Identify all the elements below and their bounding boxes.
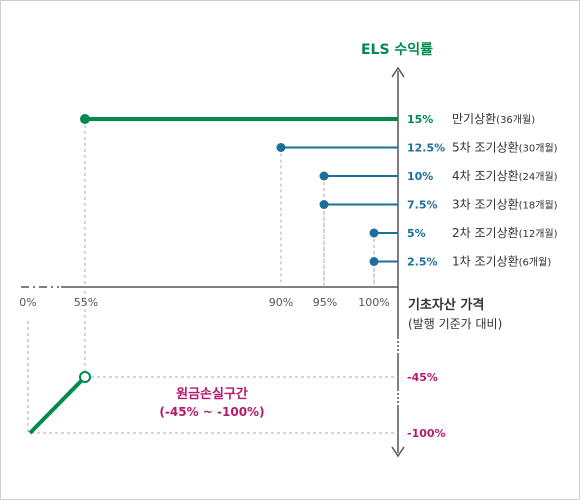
x-tick-label: 95% [313, 296, 337, 309]
redemption-rows: 15% 만기상환(36개월) 12.5% 5차 조기상환(30개월) 10% 4차 조기상… [80, 112, 558, 287]
redemption-rate-label: 15% [407, 113, 433, 126]
loss-y-label: -100% [407, 427, 446, 440]
loss-y-label: -45% [407, 371, 438, 384]
loss-zone-label: 원금손실구간 [176, 386, 248, 402]
redemption-point [369, 257, 379, 266]
loss-zone: 원금손실구간 (-45% ~ -100%) -45% -100% [27, 291, 446, 440]
redemption-name-label: 3차 조기상환(18개월) [452, 198, 558, 212]
redemption-name-label: 2차 조기상환(12개월) [452, 226, 558, 240]
redemption-name-label: 4차 조기상환(24개월) [452, 169, 558, 183]
x-tick-label: 55% [74, 296, 98, 309]
redemption-rate-label: 2.5% [407, 256, 438, 269]
loss-line [28, 375, 87, 435]
redemption-rate-label: 7.5% [407, 199, 438, 212]
redemption-rate-label: 10% [407, 170, 433, 183]
redemption-point [319, 200, 329, 209]
redemption-rate-label: 5% [407, 227, 426, 240]
x-axis-title: 기초자산 가격 [408, 297, 484, 313]
x-tick-label: 100% [358, 296, 389, 309]
y-axis-arrow-down [391, 446, 405, 458]
redemption-point [276, 143, 286, 152]
y-axis-title: ELS 수익률 [361, 41, 433, 58]
y-axis-arrow-up [391, 66, 405, 78]
redemption-name-label: 1차 조기상환(6개월) [452, 255, 551, 269]
redemption-point [319, 171, 329, 181]
loss-zone-range: (-45% ~ -100%) [159, 405, 264, 419]
x-tick-label: 0% [19, 296, 36, 309]
redemption-point [369, 228, 379, 238]
redemption-rate-label: 12.5% [407, 142, 445, 155]
redemption-name-label: 5차 조기상환(30개월) [452, 141, 558, 155]
loss-start-point [79, 371, 91, 383]
redemption-name-label: 만기상환(36개월) [452, 112, 535, 126]
x-tick-labels: 0% 55% 90% 95% 100% [19, 296, 389, 309]
x-tick-label: 90% [269, 296, 293, 309]
x-axis-subtitle: (발행 기준가 대비) [408, 316, 502, 331]
redemption-point [80, 114, 90, 124]
